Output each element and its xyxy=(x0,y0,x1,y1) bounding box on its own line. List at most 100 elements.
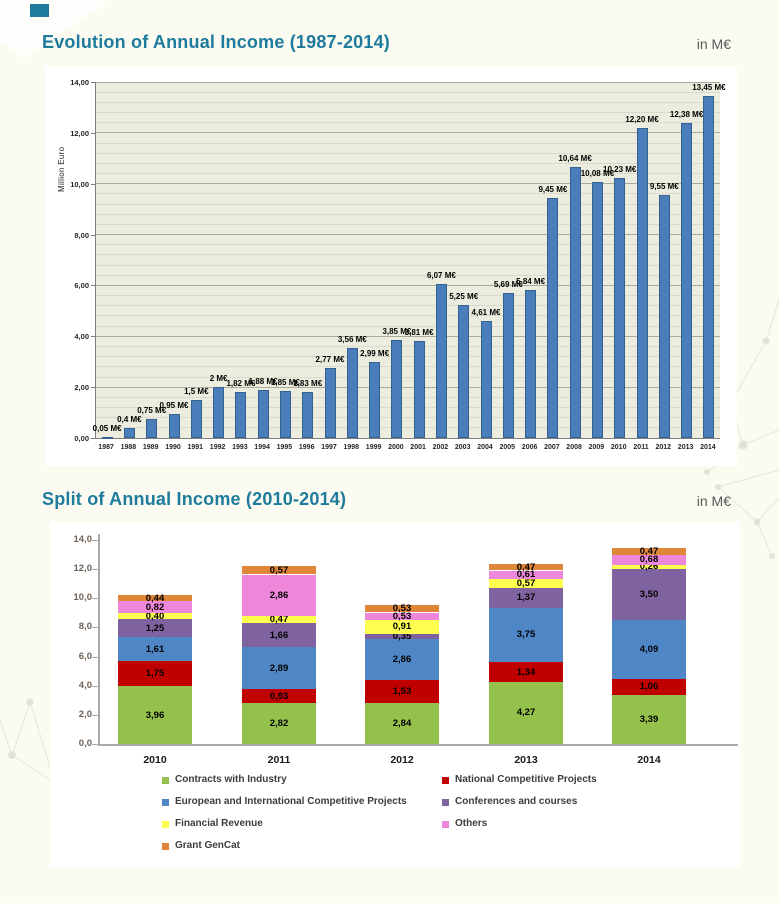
bar-1994 xyxy=(257,390,269,438)
gridline-minor xyxy=(96,244,720,246)
legend-marker-european-and-international-competitive-projects xyxy=(162,799,169,806)
segment-2011-grant-gencat xyxy=(242,566,316,575)
y-tick-mark xyxy=(92,598,98,600)
bar-1988 xyxy=(123,427,135,438)
bar-1987 xyxy=(101,436,113,439)
y-tick-mark xyxy=(91,336,95,338)
segment-2010-national-competitive-projects xyxy=(118,660,192,687)
bar-1998 xyxy=(346,347,358,438)
gridline-minor xyxy=(96,315,720,317)
y-tick-mark xyxy=(91,132,95,134)
annual-income-plot: 0,05 M€ 0,4 M€ 0,75 M€ 0,95 M€ 1,5 M€ 2 M€ 1,8… xyxy=(93,81,726,439)
x-tick-label-1999: 1999 xyxy=(365,444,382,451)
y-tick-mark xyxy=(91,234,95,236)
segment-label-2014: 0,68 xyxy=(639,554,659,566)
bar-1992 xyxy=(213,387,225,438)
legend-label-others: Others xyxy=(455,818,488,829)
segment-label-2013: 0,61 xyxy=(516,569,536,581)
x-tick-label-1997: 1997 xyxy=(321,444,337,451)
x-tick-label-1991: 1991 xyxy=(187,444,204,451)
bar-label-2008: 10,64 M€ xyxy=(558,154,592,164)
segment-label-2011: 0,93 xyxy=(269,690,289,702)
bar-2003 xyxy=(458,304,470,438)
segment-label-2011: 2,86 xyxy=(269,589,289,601)
gridline-minor xyxy=(96,325,720,327)
segment-label-2014: 0,47 xyxy=(639,545,659,557)
bar-2002 xyxy=(435,283,447,438)
bar-label-2010: 10,23 M€ xyxy=(603,164,637,174)
x-tick-label-2013: 2013 xyxy=(677,444,694,451)
x-tick-label-2012: 2012 xyxy=(390,754,414,766)
segment-2014-financial-revenue xyxy=(612,564,686,569)
bar-label-2000: 3,85 M€ xyxy=(382,327,412,337)
y-tick-mark xyxy=(91,183,95,185)
segment-2012-financial-revenue xyxy=(365,620,439,634)
y-tick-label-4,0: 4,0 xyxy=(78,679,92,691)
gridline-minor xyxy=(96,173,720,174)
legend-label-national-competitive-projects: National Competitive Projects xyxy=(455,774,597,785)
bar-label-1999: 2,99 M€ xyxy=(360,349,390,358)
bar-label-2007: 9,45 M€ xyxy=(538,184,568,194)
segment-label-2013: 0,57 xyxy=(516,578,536,589)
y-tick-label-12,00: 12,00 xyxy=(70,128,89,138)
segment-label-2010: 1,61 xyxy=(145,643,165,655)
chart2-unit-label: in M€ xyxy=(696,493,731,509)
y-tick-mark xyxy=(92,540,98,541)
segment-label-2010: 3,96 xyxy=(145,709,165,721)
bar-label-2013: 12,38 M€ xyxy=(669,110,704,120)
x-tick-label-1992: 1992 xyxy=(209,444,226,451)
segment-label-2011: 2,89 xyxy=(269,662,289,674)
y-tick-mark xyxy=(92,744,98,745)
segment-2013-others xyxy=(489,570,563,580)
segment-label-2013: 1,37 xyxy=(516,592,536,604)
gridline-minor xyxy=(96,152,720,154)
gridline-minor xyxy=(96,376,720,378)
chart2-x-axis-line xyxy=(98,744,738,746)
bar-label-1987: 0,05 M€ xyxy=(92,423,122,433)
gridline-minor xyxy=(96,346,720,347)
segment-label-2010: 1,75 xyxy=(145,668,165,679)
segment-label-2014: 3,39 xyxy=(639,713,659,725)
segment-label-2012: 0,53 xyxy=(392,603,412,615)
y-tick-label-2,00: 2,00 xyxy=(74,383,89,393)
legend-marker-conferences-and-courses xyxy=(442,799,449,806)
x-tick-label-2009: 2009 xyxy=(588,444,605,451)
segment-label-2012: 1,53 xyxy=(392,686,412,697)
segment-2014-contracts-with-industry xyxy=(612,694,686,744)
x-tick-label-2010: 2010 xyxy=(143,754,167,766)
x-tick-label-2014: 2014 xyxy=(637,754,661,766)
legend-marker-national-competitive-projects xyxy=(442,777,449,784)
gridline-minor xyxy=(96,305,720,307)
x-tick-label-1990: 1990 xyxy=(165,444,181,451)
gridline-minor xyxy=(96,112,720,113)
gridline-minor xyxy=(96,356,720,358)
x-tick-label-2003: 2003 xyxy=(454,444,471,451)
bar-2000 xyxy=(391,340,403,438)
legend-label-european-and-international-competitive-projects: European and International Competitive P… xyxy=(175,796,407,807)
segment-label-2012: 0,53 xyxy=(392,610,412,622)
gridline-minor xyxy=(96,193,720,195)
y-tick-mark xyxy=(91,387,95,389)
gridline-minor xyxy=(96,295,720,297)
y-tick-mark xyxy=(92,569,98,571)
x-tick-label-2004: 2004 xyxy=(477,444,493,451)
x-tick-label-2014: 2014 xyxy=(700,444,716,451)
bar-2010 xyxy=(614,177,626,438)
y-tick-label-8,0: 8,0 xyxy=(78,621,92,633)
x-tick-label-2011: 2011 xyxy=(267,754,291,766)
chart1-unit-label: in M€ xyxy=(696,36,731,52)
gridline-minor xyxy=(96,203,720,205)
gridline-minor xyxy=(96,101,720,103)
bar-label-2005: 5,69 M€ xyxy=(493,280,523,290)
y-tick-mark xyxy=(92,685,98,687)
segment-2014-national-competitive-projects xyxy=(612,679,686,695)
gridline-minor xyxy=(96,366,720,368)
segment-label-2012: 2,86 xyxy=(392,654,412,665)
chart1-title: Evolution of Annual Income (1987-2014) xyxy=(42,32,391,52)
bar-label-1995: 1,85 M€ xyxy=(270,378,300,387)
bar-label-2009: 10,08 M€ xyxy=(580,168,615,178)
x-tick-label-1994: 1994 xyxy=(254,444,270,451)
segment-2013-financial-revenue xyxy=(489,579,563,588)
x-tick-label-2011: 2011 xyxy=(633,444,649,451)
